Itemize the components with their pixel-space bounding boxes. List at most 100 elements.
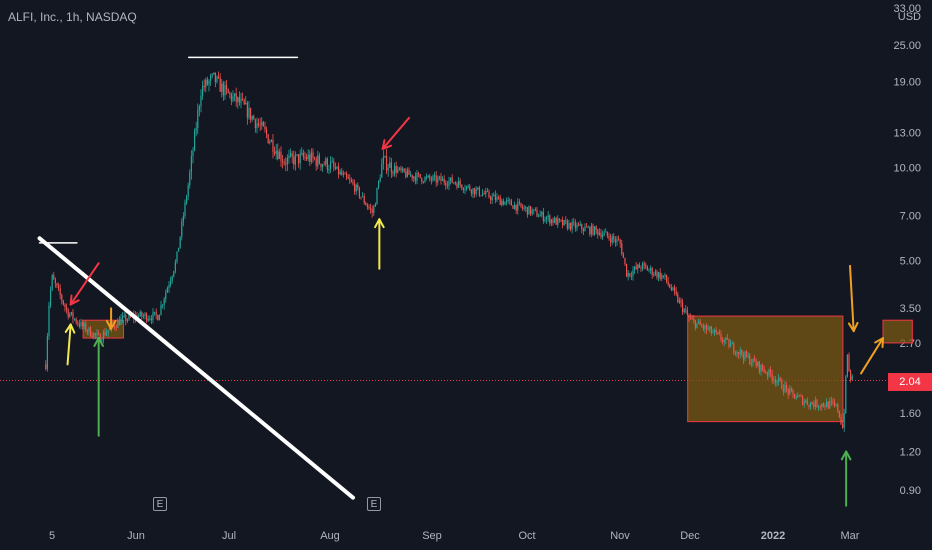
candle-body <box>541 212 543 215</box>
candle-body <box>515 204 517 211</box>
x-tick-label: Jul <box>222 530 236 542</box>
earnings-marker-aug[interactable]: E <box>367 497 381 511</box>
candle-body <box>157 315 159 321</box>
earnings-marker-jun[interactable]: E <box>153 497 167 511</box>
candle-body <box>208 80 210 85</box>
candle-body <box>445 182 447 186</box>
candle-body <box>441 178 444 181</box>
candle-body <box>707 328 709 330</box>
candle-body <box>734 352 736 354</box>
candle-body <box>729 343 732 348</box>
candle-body <box>373 206 375 213</box>
candle-body <box>608 235 610 239</box>
candle-body <box>288 155 290 159</box>
candle-body <box>497 197 500 198</box>
candle-body <box>107 330 109 333</box>
candle-body <box>709 326 711 329</box>
candle-body <box>614 239 616 243</box>
candle-body <box>678 300 680 303</box>
candle-body <box>798 395 800 397</box>
candle-body <box>291 153 293 157</box>
candle-body <box>521 206 524 209</box>
candle-body <box>123 315 125 317</box>
candle-body <box>233 93 236 97</box>
candle-body <box>584 226 586 231</box>
candle-body <box>477 187 479 190</box>
y-tick-label: 7.00 <box>900 210 921 222</box>
candle-body <box>486 191 488 192</box>
candle-body <box>221 83 223 92</box>
candle-body <box>128 314 130 320</box>
candle-body <box>501 200 503 205</box>
candle-body <box>117 320 119 328</box>
candle-body <box>179 236 181 248</box>
candle-body <box>526 207 528 215</box>
candle-body <box>539 214 541 217</box>
candle-body <box>374 203 376 207</box>
candle-body <box>205 79 207 88</box>
candle-body <box>347 177 349 179</box>
candle-body <box>152 312 154 321</box>
candle-body <box>312 152 314 158</box>
candle-body <box>321 164 324 168</box>
candle-body <box>121 316 124 319</box>
candle-body <box>104 331 106 336</box>
candle-body <box>181 221 183 237</box>
candle-body <box>141 311 143 317</box>
candle-body <box>787 388 789 395</box>
candle-body <box>270 140 272 142</box>
candle-body <box>753 358 756 362</box>
candle-body <box>597 229 599 235</box>
candle-body <box>771 374 773 380</box>
candle-body <box>430 178 432 181</box>
candle-body <box>285 163 287 165</box>
candle-body <box>723 339 725 342</box>
annotation-arrow <box>66 323 72 366</box>
candle-body <box>736 352 738 354</box>
candle-body <box>185 196 188 203</box>
candle-body <box>177 247 180 252</box>
candle-body <box>61 294 63 301</box>
candle-body <box>699 321 701 325</box>
x-tick-label: Aug <box>320 530 340 542</box>
candle-body <box>446 185 448 187</box>
candle-body <box>745 351 748 357</box>
candle-body <box>69 314 71 317</box>
candle-body <box>429 175 431 179</box>
candle-body <box>821 403 823 407</box>
candle-body <box>646 266 648 271</box>
candle-body <box>165 292 167 300</box>
candle-body <box>377 181 380 189</box>
candle-body <box>155 311 157 316</box>
candle-body <box>838 410 840 418</box>
candle-body <box>656 271 658 278</box>
candle-body <box>480 195 482 197</box>
candle-body <box>638 264 640 268</box>
candle-body <box>811 402 813 405</box>
candle-body <box>702 326 704 329</box>
candle-body <box>797 395 799 398</box>
candle-body <box>592 225 594 235</box>
candle-body <box>619 240 621 244</box>
y-tick-label: 10.00 <box>893 163 921 175</box>
candle-body <box>505 200 508 202</box>
candle-body <box>206 79 208 85</box>
candle-body <box>688 314 690 318</box>
candle-body <box>545 217 548 220</box>
candle-body <box>201 85 204 96</box>
candle-body <box>832 401 834 403</box>
candle-body <box>757 361 759 366</box>
candle-body <box>595 226 597 230</box>
candle-body <box>485 191 487 195</box>
candle-body <box>339 171 341 175</box>
candle-body <box>657 272 660 278</box>
candle-body <box>520 203 522 207</box>
candle-body <box>358 187 360 197</box>
candle-body <box>419 173 421 178</box>
candle-body <box>174 261 176 272</box>
candle-body <box>465 186 468 190</box>
candle-body <box>193 130 196 151</box>
candle-body <box>593 226 596 235</box>
candle-body <box>331 161 333 163</box>
